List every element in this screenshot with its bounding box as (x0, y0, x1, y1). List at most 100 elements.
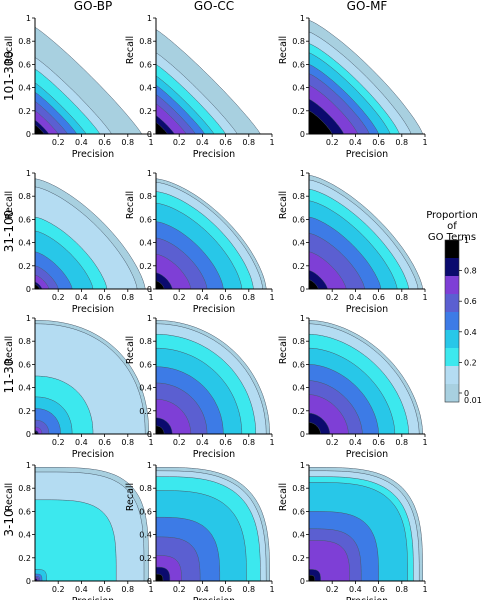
x-tick-label: 0.6 (372, 585, 385, 594)
x-tick-label: 1 (269, 138, 274, 147)
x-tick-label: 0.4 (349, 293, 362, 302)
x-tick-label: 0.8 (395, 585, 408, 594)
y-tick-label: 0.8 (292, 37, 305, 46)
x-axis-title: Precision (72, 149, 114, 160)
panel-101-300-go-mf: 0.2 0.4 0.6 0.8 1 1 0.8 0.6 0.4 0.2 0 Precision Reca… (278, 14, 428, 160)
y-tick-label: 0.4 (18, 84, 31, 93)
x-axis-title: Precision (72, 596, 114, 600)
contour-band-0_9 (308, 110, 333, 135)
y-tick-label: 1 (300, 314, 305, 323)
x-tick-label: 1 (148, 138, 153, 147)
x-tick-label: 1 (269, 438, 274, 447)
y-tick-label: 0.6 (292, 360, 305, 369)
x-tick-label: 0.2 (326, 293, 339, 302)
contour-band-0_9 (155, 573, 164, 582)
y-axis-title: Recall (278, 36, 289, 64)
legend-color-segment (445, 294, 459, 313)
panel-3-10-go-cc: 0.2 0.4 0.6 0.8 1 1 0.8 0.6 0.4 0.2 0 Precision Reca… (125, 461, 275, 600)
x-tick-label: 1 (148, 585, 153, 594)
y-tick-label: 0.2 (18, 554, 31, 563)
x-tick-label: 0.8 (121, 293, 134, 302)
x-tick-label: 0.8 (395, 293, 408, 302)
y-tick-label: 0.2 (292, 407, 305, 416)
legend-tick-label: 0.2 (464, 358, 477, 367)
x-tick-label: 0.6 (98, 438, 111, 447)
x-tick-label: 0.4 (349, 438, 362, 447)
y-tick-label: 1 (26, 461, 31, 470)
panel-3-10-go-mf: 0.2 0.4 0.6 0.8 1 1 0.8 0.6 0.4 0.2 0 Precision Reca… (278, 461, 428, 600)
y-tick-label: 0.6 (292, 60, 305, 69)
y-tick-label: 0.6 (139, 215, 152, 224)
x-tick-label: 0.8 (121, 585, 134, 594)
x-tick-label: 0.4 (349, 585, 362, 594)
y-tick-label: 0.4 (292, 84, 305, 93)
y-tick-label: 0.4 (139, 531, 152, 540)
x-tick-label: 0.2 (52, 585, 65, 594)
y-tick-label: 0.4 (18, 384, 31, 393)
x-tick-label: 0.6 (98, 138, 111, 147)
legend-title-line: Proportion (426, 210, 478, 221)
y-tick-label: 0.4 (292, 531, 305, 540)
x-tick-label: 0.6 (372, 138, 385, 147)
legend-tick-label: 0 (464, 389, 469, 398)
y-tick-label: 0.2 (18, 262, 31, 271)
y-tick-label: 0 (300, 285, 305, 294)
y-axis-title: Recall (4, 483, 15, 511)
y-tick-label: 0.2 (18, 407, 31, 416)
y-tick-label: 1 (26, 314, 31, 323)
legend-color-segment (445, 240, 459, 259)
y-tick-label: 0.8 (18, 337, 31, 346)
legend-title-line: of (447, 221, 457, 232)
x-tick-label: 0.2 (173, 138, 186, 147)
x-tick-label: 1 (148, 293, 153, 302)
legend-color-segment (445, 258, 459, 277)
x-axis-title: Precision (72, 449, 114, 460)
legend-color-segment (445, 348, 459, 367)
y-tick-label: 0.4 (292, 239, 305, 248)
y-tick-label: 0.2 (18, 107, 31, 116)
y-tick-label: 0.8 (139, 337, 152, 346)
x-tick-label: 0.6 (372, 293, 385, 302)
x-tick-label: 0.4 (196, 138, 209, 147)
panel-101-300-go-bp: 0.2 0.4 0.6 0.8 1 1 0.8 0.6 0.4 0.2 0 Precision Reca… (4, 14, 154, 160)
y-tick-label: 0.8 (292, 337, 305, 346)
y-axis-title: Recall (278, 336, 289, 364)
y-tick-label: 0.2 (292, 554, 305, 563)
y-tick-label: 0.6 (18, 215, 31, 224)
y-tick-label: 1 (26, 14, 31, 23)
x-tick-label: 0.8 (242, 138, 255, 147)
y-axis-title: Recall (278, 191, 289, 219)
y-tick-label: 0.8 (292, 484, 305, 493)
y-tick-label: 0.6 (139, 360, 152, 369)
x-tick-label: 0.4 (196, 438, 209, 447)
y-tick-label: 0.4 (18, 239, 31, 248)
legend-frame (444, 239, 460, 403)
x-tick-label: 0.2 (173, 585, 186, 594)
x-axis-title: Precision (346, 449, 388, 460)
contour-band-0_9 (34, 284, 40, 290)
x-tick-label: 0.6 (219, 585, 232, 594)
x-tick-label: 0.4 (75, 585, 88, 594)
y-tick-label: 0.8 (292, 192, 305, 201)
legend-tick-label: 0.01 (464, 396, 482, 405)
y-tick-label: 1 (147, 314, 152, 323)
x-tick-label: 0.4 (75, 138, 88, 147)
y-tick-label: 1 (300, 14, 305, 23)
x-axis-title: Precision (346, 149, 388, 160)
y-tick-label: 0 (147, 430, 152, 439)
panel-11-30-go-mf: 0.2 0.4 0.6 0.8 1 1 0.8 0.6 0.4 0.2 0 Precision Reca… (278, 314, 428, 460)
column-title-go-mf: GO-MF (347, 0, 388, 13)
x-tick-label: 0.2 (173, 438, 186, 447)
panel-31-100-go-bp: 0.2 0.4 0.6 0.8 1 1 0.8 0.6 0.4 0.2 0 Precision Reca… (4, 169, 154, 315)
y-tick-label: 0.2 (292, 262, 305, 271)
x-tick-label: 0.4 (196, 293, 209, 302)
y-tick-label: 0.2 (139, 554, 152, 563)
row-title-101-300: 101-300 (2, 51, 16, 101)
y-tick-label: 0.6 (18, 360, 31, 369)
x-tick-label: 1 (422, 585, 427, 594)
y-axis-title: Recall (278, 483, 289, 511)
x-tick-label: 0.2 (173, 293, 186, 302)
y-tick-label: 0 (147, 577, 152, 586)
contour-band-0_9 (155, 280, 165, 290)
legend-color-segment (445, 366, 459, 385)
